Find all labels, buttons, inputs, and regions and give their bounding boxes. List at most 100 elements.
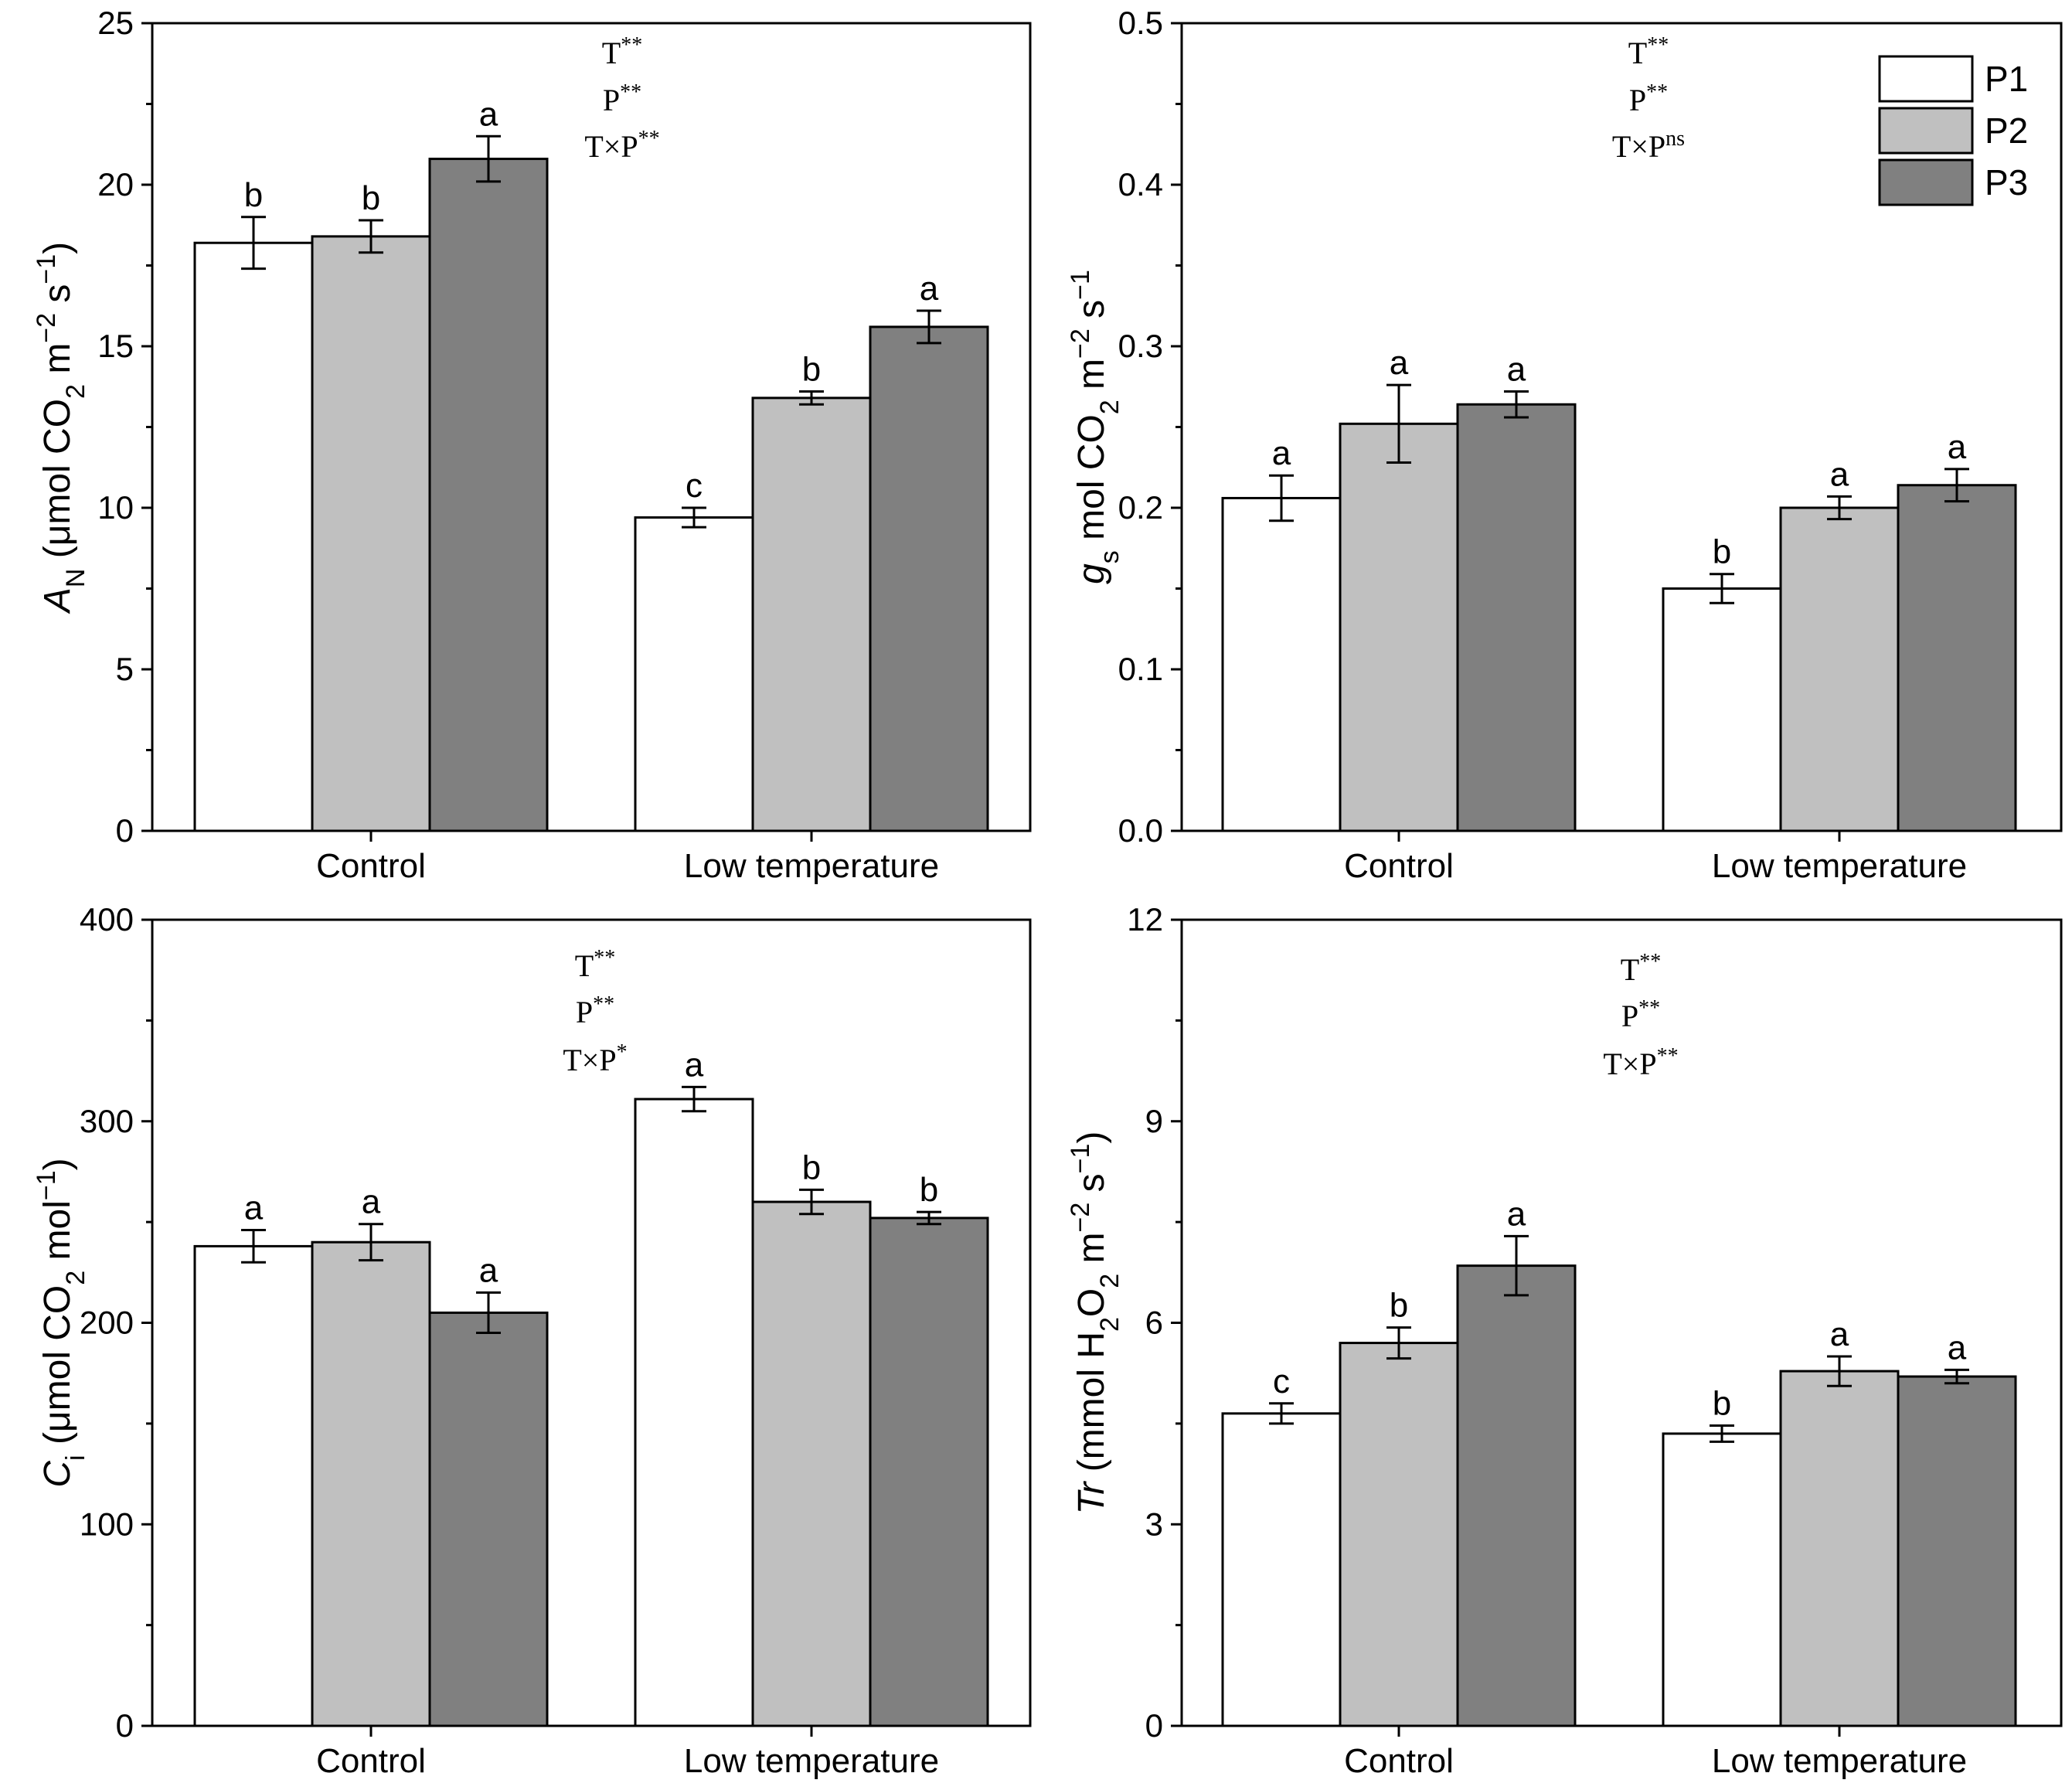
bar-p2	[311, 1240, 431, 1727]
stats-annotation: T**	[575, 946, 615, 984]
bar-p1	[634, 1097, 754, 1727]
y-tick-label: 20	[97, 166, 134, 202]
y-tick-label: 10	[97, 489, 134, 526]
x-category-label: Low temperature	[1712, 1742, 1967, 1780]
bar-p2	[1779, 506, 1900, 832]
significance-letter: b	[362, 179, 380, 217]
significance-letter: a	[1507, 351, 1526, 389]
y-tick-label: 0.4	[1118, 166, 1163, 202]
y-tick-label: 0.2	[1118, 489, 1163, 526]
significance-letter: a	[1507, 1195, 1526, 1233]
significance-letter: a	[1830, 455, 1849, 493]
stats-annotation: T**	[602, 33, 642, 71]
legend-label: P1	[1985, 59, 2028, 99]
y-tick-label: 0.1	[1118, 651, 1163, 687]
stats-annotation: T**	[1628, 33, 1669, 71]
chart-panel-2: 0.0 0.1 0.2 0.3 0.4 0.5 gs mol CO2 m−2 s−1 Cont…	[1066, 5, 2063, 885]
significance-letter: b	[1390, 1287, 1408, 1325]
significance-letter: a	[244, 1189, 264, 1227]
significance-letter: b	[802, 1149, 821, 1186]
x-category-label: Control	[1344, 1742, 1454, 1780]
y-axis-label: gs mol CO2 m−2 s−1	[1066, 270, 1124, 584]
stats-annotation: T**	[1621, 950, 1661, 988]
legend-swatch-p1	[1878, 55, 1974, 103]
bar-p2	[751, 1200, 872, 1727]
significance-letter: b	[1713, 1384, 1731, 1422]
bar-p2	[1339, 1342, 1459, 1727]
bar-p2	[311, 235, 431, 832]
bar-p1	[1221, 496, 1342, 832]
y-tick-label: 15	[97, 328, 134, 364]
stats-annotation: T×P**	[1603, 1044, 1678, 1082]
x-category-label: Low temperature	[1712, 847, 1967, 885]
x-category-label: Control	[316, 847, 426, 885]
stats-annotation: P**	[603, 80, 641, 118]
significance-letter: b	[1713, 533, 1731, 571]
significance-letter: a	[362, 1183, 381, 1221]
y-tick-label: 0.5	[1118, 5, 1163, 41]
significance-letter: a	[1948, 1329, 1967, 1366]
bar-p3	[1897, 1375, 2017, 1727]
significance-letter: a	[920, 270, 939, 308]
bar-p1	[193, 241, 314, 832]
stats-annotation: T×P**	[584, 127, 659, 165]
y-tick-label: 0	[1145, 1707, 1163, 1744]
bar-p3	[428, 1311, 549, 1727]
bar-p2	[1339, 422, 1459, 832]
bar-p3	[869, 1217, 989, 1727]
y-tick-label: 6	[1145, 1305, 1163, 1341]
bar-p2	[751, 396, 872, 832]
stats-annotation: P**	[1621, 996, 1660, 1034]
y-tick-label: 12	[1127, 901, 1163, 938]
bar-p3	[1456, 1264, 1577, 1727]
y-tick-label: 9	[1145, 1103, 1163, 1139]
legend: P1 P2 P3	[1878, 55, 2028, 206]
significance-letter: a	[479, 1251, 498, 1289]
y-axis-label: AN (μmol CO2 m−2 s−1)	[32, 242, 90, 614]
legend-swatch-p2	[1878, 107, 1974, 155]
significance-letter: a	[1272, 434, 1291, 472]
y-tick-label: 400	[80, 901, 134, 938]
stats-annotation: T×P*	[563, 1040, 627, 1078]
legend-label: P3	[1985, 162, 2028, 202]
bar-p3	[428, 158, 549, 832]
significance-letter: a	[1390, 344, 1409, 382]
legend-swatch-p3	[1878, 158, 1974, 206]
legend-label: P2	[1985, 111, 2028, 151]
stats-annotation: T×Pns	[1612, 127, 1685, 165]
y-tick-label: 0.3	[1118, 328, 1163, 364]
significance-letter: c	[686, 467, 703, 505]
x-category-label: Low temperature	[684, 847, 939, 885]
bar-p3	[869, 325, 989, 832]
significance-letter: c	[1273, 1363, 1290, 1400]
x-category-label: Control	[316, 1742, 426, 1780]
bar-p1	[1662, 1432, 1782, 1727]
y-tick-label: 3	[1145, 1506, 1163, 1542]
significance-letter: a	[1948, 428, 1967, 466]
stats-annotation: P**	[576, 992, 614, 1030]
stats-annotation: P**	[1629, 80, 1668, 118]
bar-p1	[193, 1244, 314, 1727]
y-tick-label: 200	[80, 1305, 134, 1341]
bar-p3	[1897, 484, 2017, 832]
y-tick-label: 100	[80, 1506, 134, 1542]
bar-p2	[1779, 1370, 1900, 1727]
bar-p1	[1221, 1412, 1342, 1727]
bar-p1	[634, 516, 754, 832]
significance-letter: a	[1830, 1315, 1849, 1353]
y-axis-label: Tr (mmol H2O2 m−2 s−1)	[1066, 1132, 1124, 1515]
significance-letter: a	[479, 95, 498, 133]
x-category-label: Low temperature	[684, 1742, 939, 1780]
significance-letter: b	[920, 1171, 938, 1209]
chart-panel-3: 0 100 200 300 400 Ci (μmol CO2 mol−1) Control L…	[32, 901, 1032, 1780]
y-tick-label: 25	[97, 5, 134, 41]
y-tick-label: 0.0	[1118, 812, 1163, 849]
chart-panel-4: 0 3 6 9 12 Tr (mmol H2O2 m−2 s−1) Control Low t…	[1066, 901, 2063, 1780]
y-tick-label: 5	[116, 651, 134, 687]
y-tick-label: 0	[116, 812, 134, 849]
x-category-label: Control	[1344, 847, 1454, 885]
significance-letter: a	[685, 1046, 704, 1084]
y-tick-label: 0	[116, 1707, 134, 1744]
significance-letter: b	[802, 351, 821, 389]
